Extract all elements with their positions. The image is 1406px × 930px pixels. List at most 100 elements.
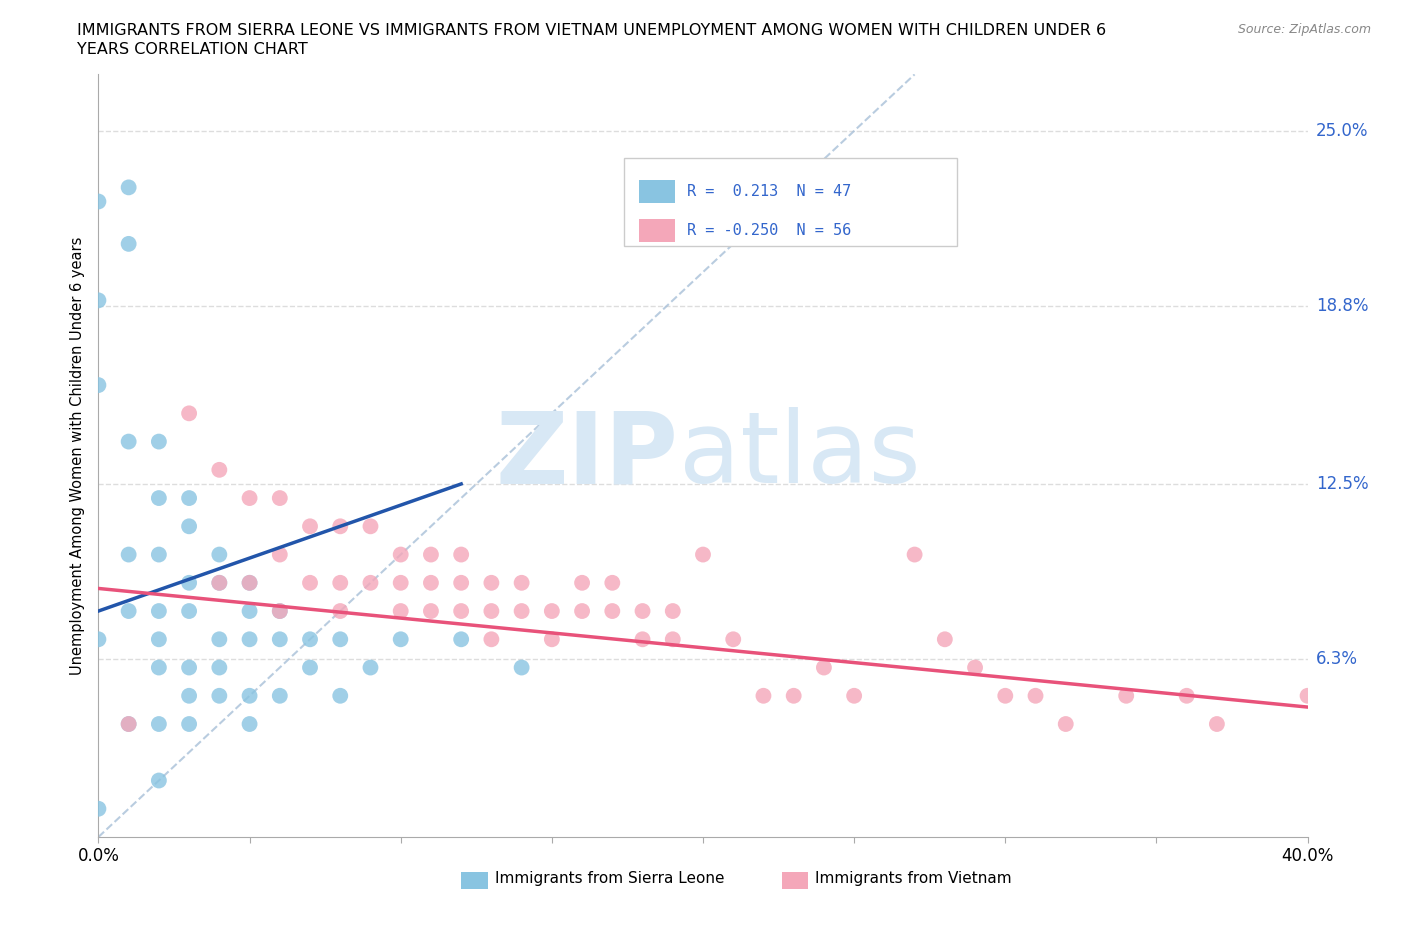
Point xyxy=(420,547,443,562)
Point xyxy=(389,604,412,618)
Point xyxy=(239,576,262,591)
Point xyxy=(208,688,231,703)
Point xyxy=(179,405,201,420)
Point xyxy=(87,194,110,209)
Point xyxy=(481,631,503,646)
Text: YEARS CORRELATION CHART: YEARS CORRELATION CHART xyxy=(77,42,308,57)
Point xyxy=(148,717,170,732)
Point xyxy=(450,576,472,591)
Point xyxy=(329,631,352,646)
Point xyxy=(661,604,683,618)
Point xyxy=(148,631,170,646)
Y-axis label: Unemployment Among Women with Children Under 6 years: Unemployment Among Women with Children U… xyxy=(70,236,86,675)
Point xyxy=(420,576,443,591)
Point xyxy=(602,576,624,591)
Point xyxy=(360,519,382,534)
Point xyxy=(844,688,866,703)
Point xyxy=(148,604,170,618)
Point xyxy=(269,491,291,506)
Point xyxy=(723,631,745,646)
Text: ZIP: ZIP xyxy=(496,407,679,504)
Point xyxy=(269,604,291,618)
Point xyxy=(87,802,110,817)
Point xyxy=(994,688,1017,703)
Point xyxy=(1206,717,1229,732)
Point xyxy=(208,660,231,675)
Point xyxy=(299,576,322,591)
Point xyxy=(389,631,412,646)
Point xyxy=(179,491,201,506)
Point xyxy=(481,576,503,591)
Point xyxy=(813,660,835,675)
Point xyxy=(540,604,562,618)
Point xyxy=(420,604,443,618)
Text: 18.8%: 18.8% xyxy=(1316,297,1368,315)
Point xyxy=(118,236,141,251)
Point xyxy=(299,660,322,675)
Point xyxy=(752,688,775,703)
Point xyxy=(148,491,170,506)
Point xyxy=(179,576,201,591)
Point xyxy=(450,604,472,618)
Text: 6.3%: 6.3% xyxy=(1316,650,1358,668)
Point xyxy=(87,631,110,646)
Point xyxy=(481,604,503,618)
Text: Immigrants from Vietnam: Immigrants from Vietnam xyxy=(815,871,1012,886)
Point xyxy=(631,631,654,646)
Point xyxy=(1115,688,1137,703)
Point xyxy=(631,604,654,618)
Bar xyxy=(638,180,675,203)
Point xyxy=(239,688,262,703)
Point xyxy=(239,604,262,618)
Point xyxy=(118,179,141,194)
Point xyxy=(510,660,533,675)
Point xyxy=(239,491,262,506)
Point xyxy=(208,631,231,646)
Point xyxy=(602,604,624,618)
Point xyxy=(208,576,231,591)
Point xyxy=(148,434,170,449)
Point xyxy=(179,604,201,618)
Point xyxy=(1024,688,1046,703)
Text: R =  0.213  N = 47: R = 0.213 N = 47 xyxy=(688,184,852,199)
Point xyxy=(208,462,231,477)
Point xyxy=(450,631,472,646)
Point xyxy=(661,631,683,646)
Point xyxy=(269,631,291,646)
Point xyxy=(148,660,170,675)
Point xyxy=(904,547,927,562)
Point xyxy=(571,576,593,591)
Point xyxy=(118,434,141,449)
Point xyxy=(148,773,170,788)
Point xyxy=(208,547,231,562)
Point xyxy=(118,717,141,732)
Point xyxy=(1296,688,1319,703)
Point xyxy=(510,604,533,618)
Point xyxy=(239,576,262,591)
Point xyxy=(239,717,262,732)
Point xyxy=(118,717,141,732)
Point xyxy=(571,604,593,618)
Text: 12.5%: 12.5% xyxy=(1316,475,1368,493)
Text: IMMIGRANTS FROM SIERRA LEONE VS IMMIGRANTS FROM VIETNAM UNEMPLOYMENT AMONG WOMEN: IMMIGRANTS FROM SIERRA LEONE VS IMMIGRAN… xyxy=(77,23,1107,38)
Point xyxy=(179,660,201,675)
Point xyxy=(269,604,291,618)
Point xyxy=(450,547,472,562)
Point xyxy=(208,576,231,591)
Point xyxy=(329,688,352,703)
Point xyxy=(269,547,291,562)
Point xyxy=(389,576,412,591)
Bar xyxy=(461,872,488,889)
FancyBboxPatch shape xyxy=(624,158,957,246)
Text: Immigrants from Sierra Leone: Immigrants from Sierra Leone xyxy=(495,871,724,886)
Point xyxy=(360,660,382,675)
Point xyxy=(329,519,352,534)
Bar xyxy=(638,219,675,242)
Text: R = -0.250  N = 56: R = -0.250 N = 56 xyxy=(688,222,852,238)
Point xyxy=(87,293,110,308)
Point xyxy=(299,631,322,646)
Point xyxy=(299,519,322,534)
Point xyxy=(360,576,382,591)
Point xyxy=(692,547,714,562)
Point xyxy=(148,547,170,562)
